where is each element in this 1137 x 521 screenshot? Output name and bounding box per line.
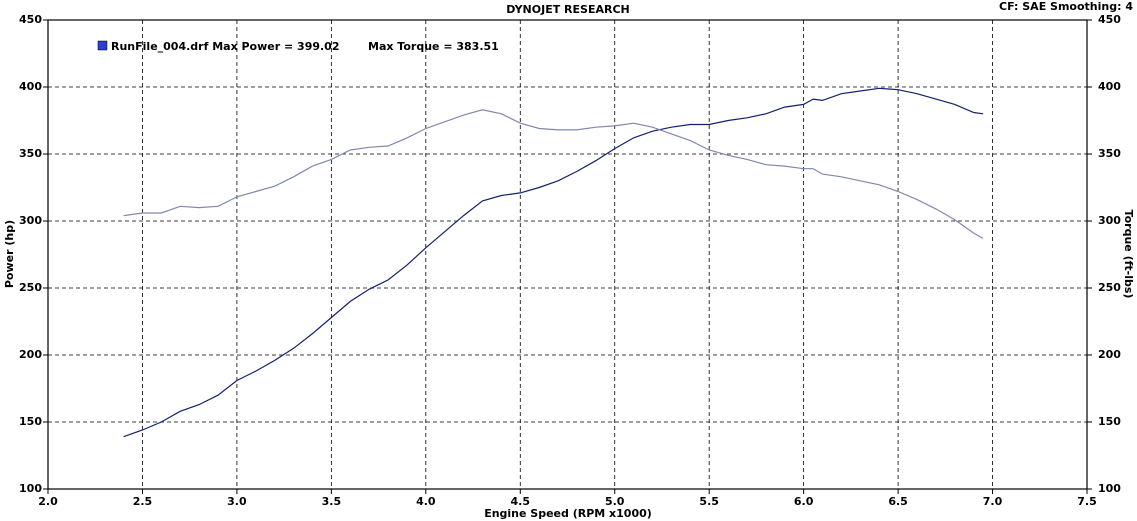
y2-tick-label: 100	[1098, 482, 1121, 495]
y-axis-label: Power (hp)	[3, 220, 16, 288]
chart-subtitle: CF: SAE Smoothing: 4	[999, 0, 1133, 13]
x-tick-label: 6.0	[794, 495, 814, 508]
y2-tick-label: 250	[1098, 281, 1121, 294]
x-tick-label: 2.5	[133, 495, 153, 508]
y-tick-label: 450	[19, 13, 42, 26]
chart-title: DYNOJET RESEARCH	[506, 3, 629, 16]
y-tick-label: 400	[19, 80, 42, 93]
x-tick-label: 7.5	[1077, 495, 1097, 508]
x-tick-label: 5.0	[605, 495, 625, 508]
y2-tick-label: 400	[1098, 80, 1121, 93]
x-tick-label: 4.0	[416, 495, 436, 508]
data-line	[123, 109, 984, 239]
y2-tick-label: 450	[1098, 13, 1121, 26]
x-tick-label: 2.0	[38, 495, 58, 508]
y-tick-label: 300	[19, 214, 42, 227]
x-tick-label: 3.0	[227, 495, 247, 508]
y-tick-label: 350	[19, 147, 42, 160]
y2-tick-label: 300	[1098, 214, 1121, 227]
legend-text: Max Torque = 383.51	[368, 40, 499, 53]
x-tick-label: 3.5	[322, 495, 342, 508]
y2-tick-label: 150	[1098, 415, 1121, 428]
y2-tick-label: 200	[1098, 348, 1121, 361]
y-tick-label: 200	[19, 348, 42, 361]
x-axis-label: Engine Speed (RPM x1000)	[484, 507, 652, 520]
y-tick-label: 100	[19, 482, 42, 495]
legend-text: RunFile_004.drf Max Power = 399.02	[111, 40, 340, 53]
y2-axis-label: Torque (ft-lbs)	[1122, 210, 1135, 299]
x-tick-label: 6.5	[888, 495, 908, 508]
y2-tick-label: 350	[1098, 147, 1121, 160]
x-tick-label: 4.5	[511, 495, 531, 508]
legend-swatch	[97, 40, 108, 51]
y-tick-label: 150	[19, 415, 42, 428]
plot-area	[47, 19, 1088, 490]
data-line	[123, 87, 984, 438]
x-tick-label: 5.5	[699, 495, 719, 508]
y-tick-label: 250	[19, 281, 42, 294]
x-tick-label: 7.0	[983, 495, 1003, 508]
